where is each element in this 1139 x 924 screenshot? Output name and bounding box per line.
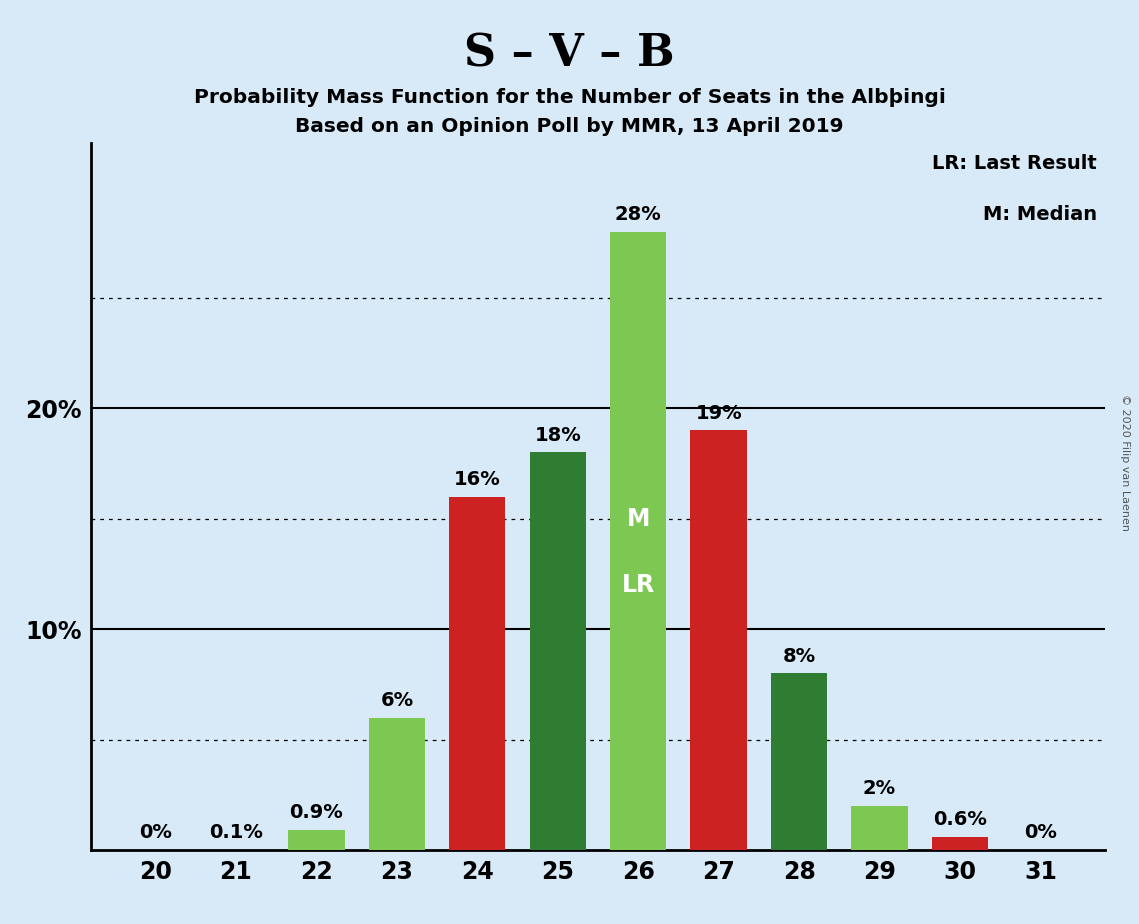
Bar	[449, 497, 506, 850]
Text: 19%: 19%	[695, 404, 741, 422]
Text: 0%: 0%	[139, 823, 172, 843]
Bar	[932, 837, 989, 850]
Bar	[771, 674, 827, 850]
Bar	[690, 431, 747, 850]
Text: 28%: 28%	[615, 205, 662, 224]
Text: LR: LR	[622, 573, 655, 597]
Text: 16%: 16%	[454, 470, 501, 489]
Text: 2%: 2%	[863, 779, 896, 798]
Text: M: M	[626, 506, 650, 530]
Bar	[611, 232, 666, 850]
Text: 0%: 0%	[1024, 823, 1057, 843]
Bar	[932, 837, 989, 850]
Text: S – V – B: S – V – B	[465, 32, 674, 76]
Text: M: Median: M: Median	[983, 205, 1097, 225]
Text: Based on an Opinion Poll by MMR, 13 April 2019: Based on an Opinion Poll by MMR, 13 Apri…	[295, 117, 844, 137]
Bar	[288, 830, 344, 850]
Bar	[530, 453, 585, 850]
Bar	[851, 806, 908, 850]
Text: LR: Last Result: LR: Last Result	[932, 154, 1097, 174]
Text: 18%: 18%	[534, 426, 581, 444]
Text: 6%: 6%	[380, 691, 413, 710]
Text: 8%: 8%	[782, 647, 816, 665]
Text: 0.9%: 0.9%	[289, 804, 343, 822]
Bar	[369, 718, 425, 850]
Text: 0.6%: 0.6%	[933, 810, 988, 829]
Text: Probability Mass Function for the Number of Seats in the Albþingi: Probability Mass Function for the Number…	[194, 88, 945, 107]
Text: 0.1%: 0.1%	[208, 823, 263, 843]
Text: © 2020 Filip van Laenen: © 2020 Filip van Laenen	[1121, 394, 1130, 530]
